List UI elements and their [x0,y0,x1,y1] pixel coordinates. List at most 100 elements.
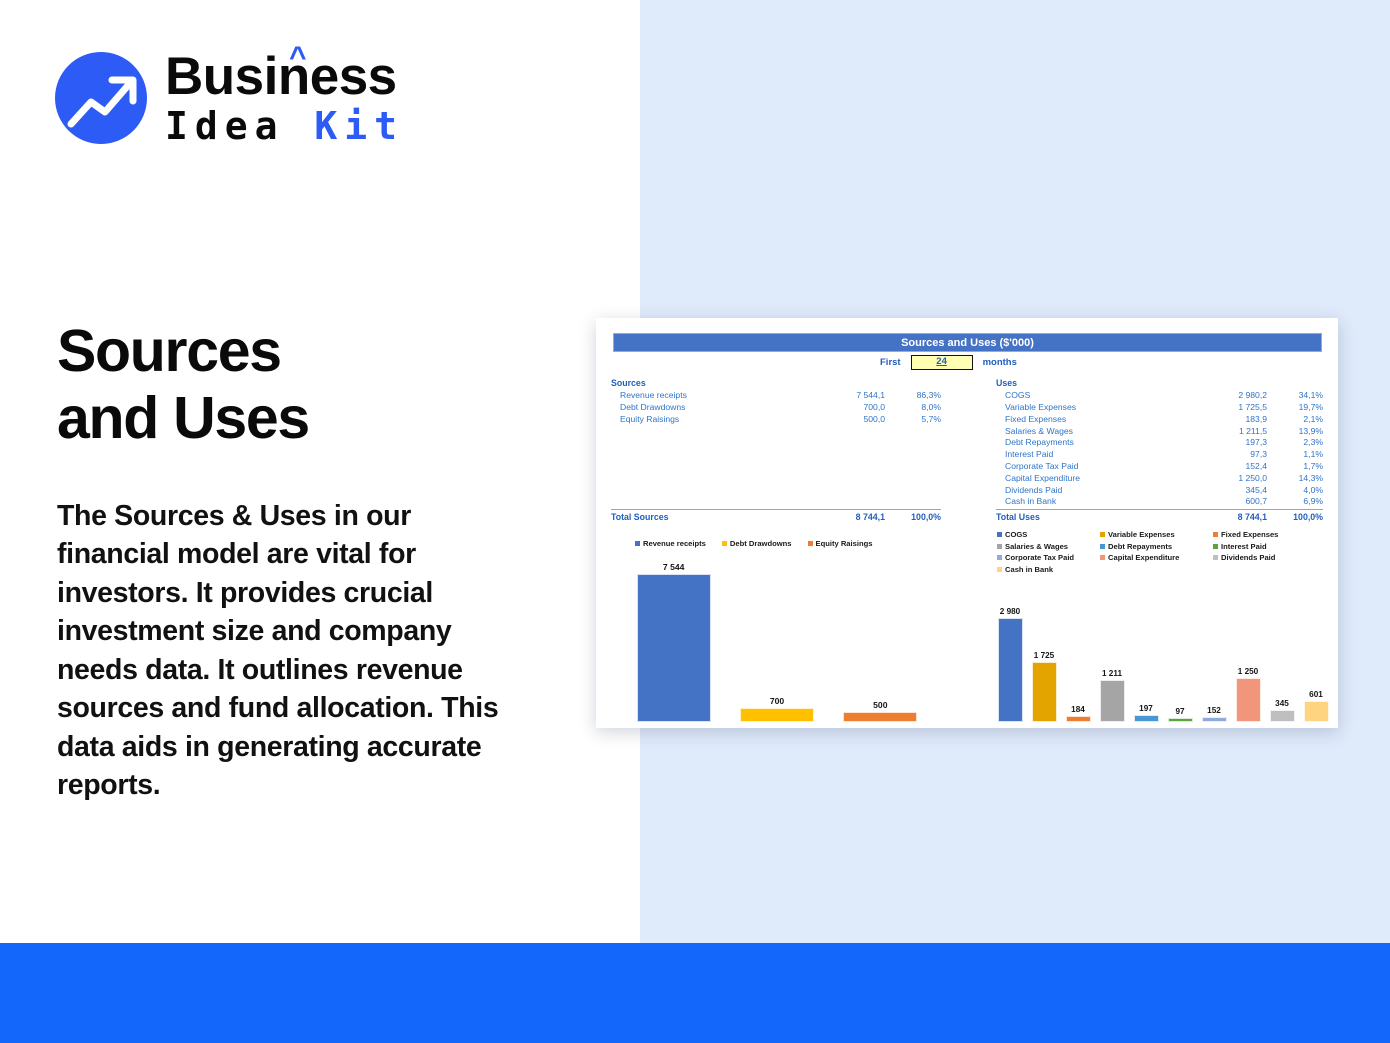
row-label: Debt Drawdowns [620,401,686,412]
bar-data-label: 1 211 [1101,668,1123,678]
bar-data-label: 700 [769,696,785,707]
row-value: 183,9 [1245,413,1267,424]
uses-table: Uses COGS 2 980,2 34,1% Variable Expenses 1 … [996,378,1323,522]
brand-name-secondary: Idea Kit [165,107,404,145]
bar-data-label: 601 [1309,690,1323,700]
legend-label: COGS [1005,530,1028,539]
row-label: Capital Expenditure [1005,472,1081,483]
legend-item: Fixed Expenses [1213,530,1323,539]
legend-label: Cash in Bank [1005,564,1054,574]
row-percent: 86,3% [916,390,941,401]
legend-item: Equity Raisings [807,539,872,548]
sources-chart-legend: Revenue receipts Debt Drawdowns Equity Rai… [635,539,872,548]
row-value: 345,4 [1245,484,1267,495]
row-value: 197,3 [1245,437,1267,448]
uses-bar-chart: 2 980 1 725 184 1 211 197 97 152 1 250 345 601 [993,600,1333,722]
row-percent: 14,3% [1298,472,1323,483]
legend-item: Interest Paid [1213,542,1323,551]
bar [997,618,1023,722]
legend-label: Fixed Expenses [1221,530,1279,539]
sources-rows: Revenue receipts 7 544,1 86,3% Debt Drawdow… [611,390,941,425]
table-row: Dividends Paid 345,4 4,0% [996,485,1323,497]
legend-swatch [1213,555,1218,561]
legend-swatch [721,541,727,546]
legend-item: Debt Repayments [1100,542,1213,551]
legend-swatch [1100,532,1105,537]
legend-item: Debt Drawdowns [721,539,792,548]
legend-swatch [1213,543,1218,549]
bar-data-label: 1 250 [1237,667,1259,677]
row-value: 1 211,5 [1238,425,1267,436]
brand-name-kit: Kit [314,104,405,148]
uses-rows: COGS 2 980,2 34,1% Variable Expenses 1 725,5… [996,390,1323,508]
bar-group: 197 [1129,600,1163,722]
bar-data-label: 184 [1071,704,1085,714]
row-label: Cash in Bank [1005,496,1057,507]
row-label: COGS [1005,390,1031,401]
row-value: 500,0 [863,413,885,424]
page-title: Sources and Uses [57,318,310,452]
row-value: 7 544,1 [856,390,885,401]
uses-total-pct: 100,0% [1293,512,1323,523]
table-row: Fixed Expenses 183,9 2,1% [996,414,1323,426]
legend-item: Revenue receipts [635,539,706,548]
legend-swatch [997,566,1002,572]
trend-arrow-circle-icon [55,51,147,144]
legend-item: COGS [997,530,1100,539]
circumflex-accent-icon: ^ [289,41,307,74]
period-prefix-label: First [880,357,901,368]
row-label: Fixed Expenses [1005,413,1067,424]
bar-group: 7 544 [622,556,725,722]
table-row: Corporate Tax Paid 152,4 1,7% [996,461,1323,473]
bar-data-label: 2 980 [999,607,1021,616]
table-row: Variable Expenses 1 725,5 19,7% [996,402,1323,414]
row-value: 152,4 [1245,460,1267,471]
legend-item: Capital Expenditure [1100,553,1213,562]
sources-total-pct: 100,0% [911,512,941,523]
brand-name-idea: Idea [165,104,285,148]
row-percent: 1,7% [1303,460,1323,471]
row-value: 2 980,2 [1238,390,1267,401]
row-value: 1 725,5 [1238,401,1267,412]
period-selector: First 24 months [880,355,1017,370]
row-value: 700,0 [863,401,885,412]
legend-label: Debt Drawdowns [729,539,792,548]
legend-item: Cash in Bank [997,565,1100,574]
brand-name-primary: Business ^ [165,43,404,104]
row-label: Equity Raisings [620,413,680,424]
sources-table: Sources Revenue receipts 7 544,1 86,3% Debt… [611,378,941,522]
table-row: Cash in Bank 600,7 6,9% [996,496,1323,508]
bar-group: 184 [1061,600,1095,722]
bar-data-label: 7 544 [662,562,685,572]
bar [739,708,814,722]
row-label: Dividends Paid [1005,484,1063,495]
legend-label: Revenue receipts [643,539,706,548]
legend-item: Dividends Paid [1213,553,1323,562]
row-label: Corporate Tax Paid [1005,460,1079,471]
bar-group: 601 [1299,600,1333,722]
bar-group: 345 [1265,600,1299,722]
bar [1201,716,1227,722]
legend-swatch [635,541,640,546]
legend-item: Salaries & Wages [997,542,1100,551]
spacer-row [611,496,941,508]
legend-item: Corporate Tax Paid [997,553,1100,562]
sources-total-row: Total Sources 8 744,1 100,0% [611,509,941,522]
sources-total-label: Total Sources [611,512,669,523]
legend-swatch [1100,543,1105,549]
months-input[interactable]: 24 [910,355,973,370]
row-value: 1 250,0 [1238,472,1267,483]
bar [843,712,918,722]
table-row: Debt Repayments 197,3 2,3% [996,437,1323,449]
row-label: Interest Paid [1005,449,1054,460]
bar [1167,718,1193,722]
legend-label: Variable Expenses [1108,530,1175,539]
legend-label: Corporate Tax Paid [1005,553,1075,563]
table-row: Interest Paid 97,3 1,1% [996,449,1323,461]
bar-group: 1 250 [1231,600,1265,722]
spacer-row [611,461,941,473]
row-label: Variable Expenses [1005,401,1077,412]
legend-label: Dividends Paid [1221,553,1276,563]
legend-swatch [997,555,1002,561]
